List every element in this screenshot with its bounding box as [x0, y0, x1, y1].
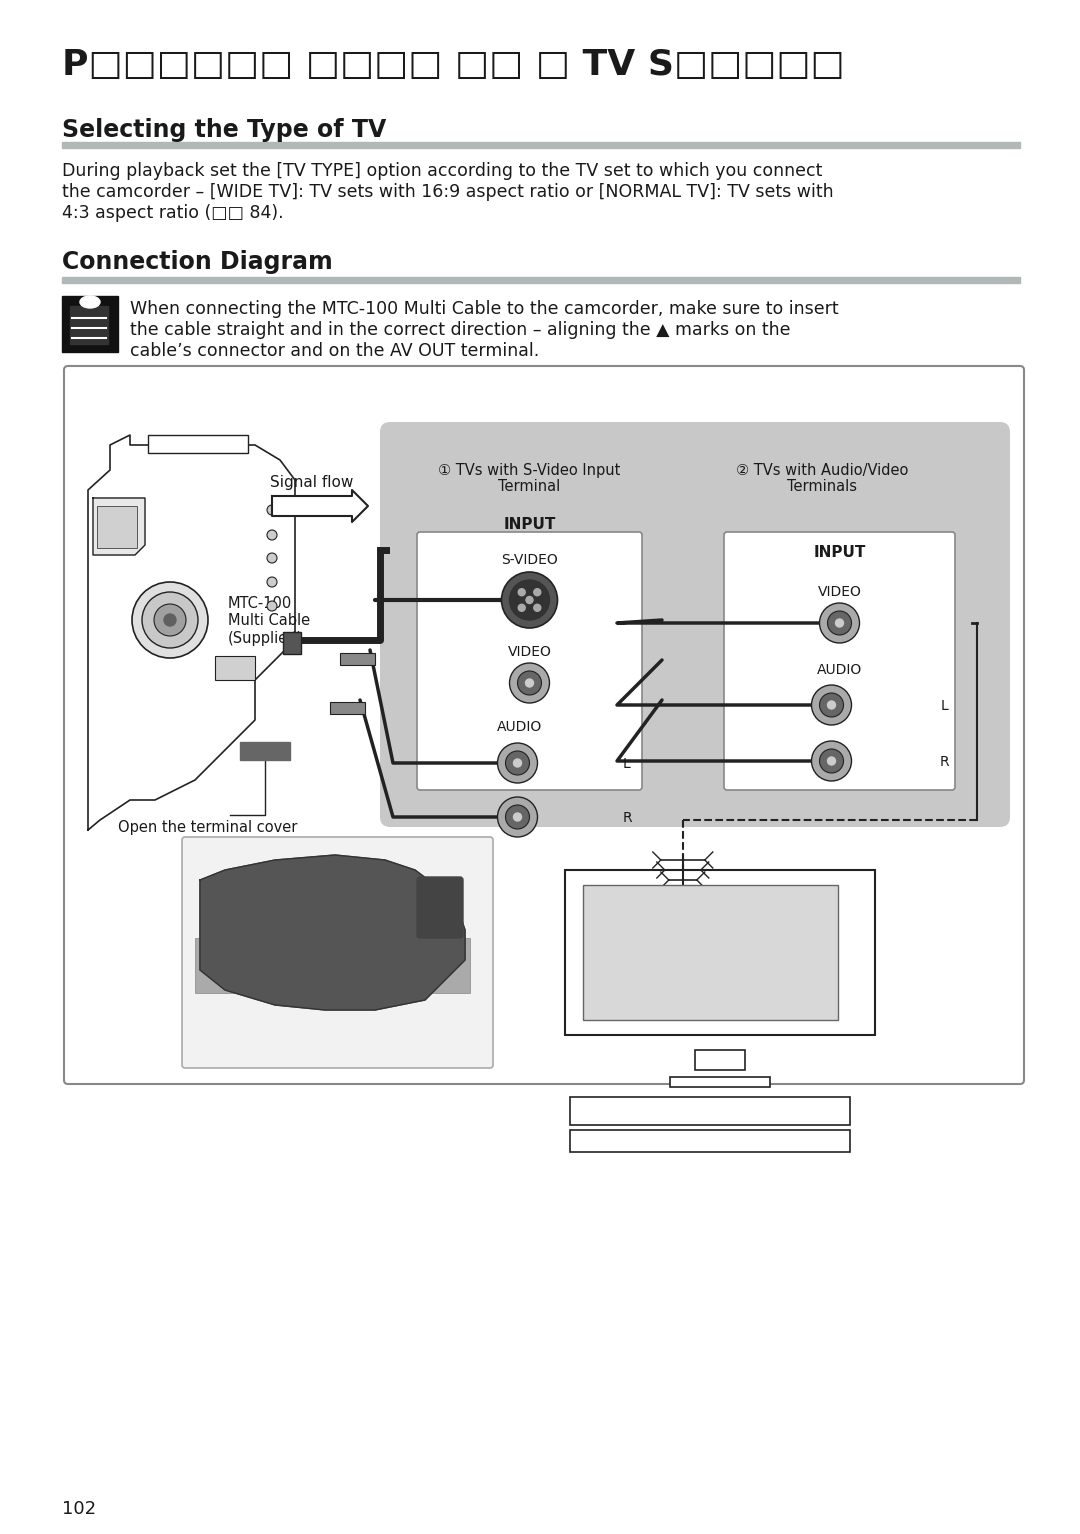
Bar	[670, 1077, 770, 1088]
Bar	[240, 742, 291, 759]
Bar	[330, 703, 365, 713]
Circle shape	[267, 577, 276, 588]
FancyBboxPatch shape	[390, 437, 669, 813]
Bar	[70, 305, 108, 344]
Circle shape	[517, 670, 541, 695]
Text: Terminal: Terminal	[498, 479, 561, 494]
Bar	[283, 632, 301, 653]
Bar	[570, 1131, 850, 1152]
Circle shape	[267, 531, 276, 540]
Circle shape	[526, 680, 534, 687]
Bar	[696, 1049, 745, 1071]
Circle shape	[505, 752, 529, 775]
Bar	[583, 885, 838, 1020]
Circle shape	[513, 759, 522, 767]
Bar	[97, 506, 137, 548]
Text: INPUT: INPUT	[813, 545, 866, 560]
FancyBboxPatch shape	[183, 838, 492, 1068]
Circle shape	[510, 663, 550, 703]
Circle shape	[505, 805, 529, 828]
Circle shape	[820, 693, 843, 716]
Circle shape	[836, 620, 843, 627]
Text: VIDEO: VIDEO	[508, 644, 552, 660]
Bar	[62, 296, 118, 351]
Circle shape	[141, 592, 198, 647]
Circle shape	[827, 756, 836, 765]
Circle shape	[820, 749, 843, 773]
Polygon shape	[272, 489, 368, 522]
Text: Signal flow: Signal flow	[270, 476, 353, 489]
Text: When connecting the MTC-100 Multi Cable to the camcorder, make sure to insert: When connecting the MTC-100 Multi Cable …	[130, 301, 839, 318]
Bar	[62, 278, 1020, 282]
Circle shape	[534, 604, 541, 611]
Bar	[215, 657, 255, 680]
FancyBboxPatch shape	[664, 437, 980, 813]
Text: the camcorder – [WIDE TV]: TV sets with 16:9 aspect ratio or [NORMAL TV]: TV set: the camcorder – [WIDE TV]: TV sets with …	[62, 183, 834, 201]
Circle shape	[518, 604, 525, 611]
Circle shape	[526, 597, 534, 603]
Circle shape	[498, 798, 538, 838]
Text: Terminals: Terminals	[787, 479, 858, 494]
Circle shape	[534, 589, 541, 595]
Bar	[195, 937, 470, 992]
Circle shape	[811, 741, 851, 781]
Text: 4:3 aspect ratio (□□ 84).: 4:3 aspect ratio (□□ 84).	[62, 204, 284, 222]
Circle shape	[132, 581, 208, 658]
Circle shape	[518, 589, 525, 595]
Circle shape	[820, 603, 860, 643]
FancyBboxPatch shape	[417, 877, 463, 937]
Circle shape	[267, 552, 276, 563]
FancyBboxPatch shape	[417, 532, 642, 790]
Text: AUDIO: AUDIO	[497, 719, 542, 733]
Text: S-VIDEO: S-VIDEO	[501, 552, 558, 568]
FancyBboxPatch shape	[724, 532, 955, 790]
Circle shape	[267, 601, 276, 611]
Circle shape	[164, 614, 176, 626]
Text: R: R	[940, 755, 949, 769]
Circle shape	[267, 505, 276, 515]
Circle shape	[827, 611, 851, 635]
Circle shape	[154, 604, 186, 637]
Text: R: R	[622, 811, 632, 825]
Text: Selecting the Type of TV: Selecting the Type of TV	[62, 118, 387, 143]
Polygon shape	[93, 499, 145, 555]
Polygon shape	[200, 854, 465, 1009]
Circle shape	[498, 742, 538, 782]
FancyBboxPatch shape	[64, 367, 1024, 1085]
Text: MTC-100
Multi Cable
(Supplied): MTC-100 Multi Cable (Supplied)	[228, 597, 310, 646]
Text: VIDEO: VIDEO	[818, 584, 862, 598]
Circle shape	[501, 572, 557, 627]
Text: 102: 102	[62, 1500, 96, 1519]
Text: cable’s connector and on the AV OUT terminal.: cable’s connector and on the AV OUT term…	[130, 342, 539, 360]
Bar	[62, 143, 1020, 147]
Circle shape	[827, 701, 836, 709]
FancyBboxPatch shape	[380, 422, 1010, 827]
Circle shape	[811, 686, 851, 726]
Text: ① TVs with S-Video Input: ① TVs with S-Video Input	[438, 463, 621, 479]
Text: Connection Diagram: Connection Diagram	[62, 250, 333, 275]
Text: AUDIO: AUDIO	[816, 663, 862, 676]
Text: INPUT: INPUT	[503, 517, 556, 532]
Circle shape	[510, 580, 550, 620]
Text: the cable straight and in the correct direction – aligning the ▲ marks on the: the cable straight and in the correct di…	[130, 321, 791, 339]
Text: ② TVs with Audio/Video: ② TVs with Audio/Video	[735, 463, 908, 479]
Text: L: L	[623, 756, 631, 772]
Bar	[340, 653, 375, 666]
Circle shape	[513, 813, 522, 821]
Text: During playback set the [TV TYPE] option according to the TV set to which you co: During playback set the [TV TYPE] option…	[62, 163, 822, 179]
Text: P□□□□□□ □□□□ □□ □ TV S□□□□□: P□□□□□□ □□□□ □□ □ TV S□□□□□	[62, 48, 845, 81]
Polygon shape	[87, 436, 295, 830]
Bar	[148, 436, 248, 453]
Text: L: L	[940, 700, 948, 713]
Bar	[570, 1097, 850, 1124]
Ellipse shape	[80, 296, 100, 308]
Bar	[565, 870, 875, 1035]
Text: Open the terminal cover: Open the terminal cover	[118, 821, 297, 834]
